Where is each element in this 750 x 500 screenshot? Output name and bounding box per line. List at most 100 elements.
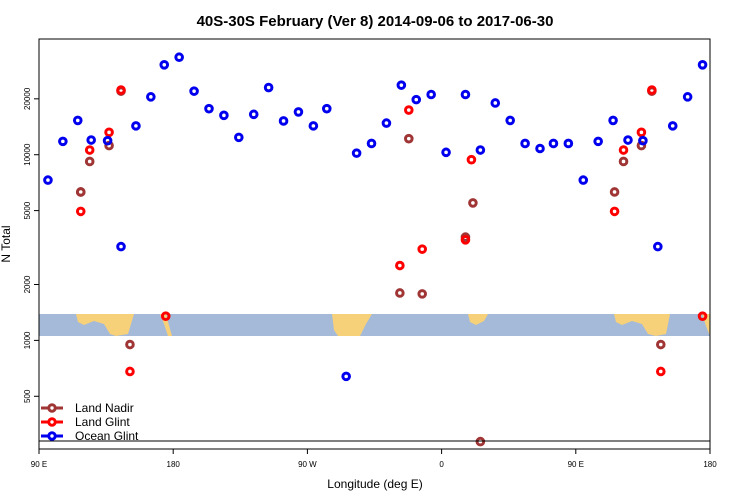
ocean_glint-point-5 [116, 241, 126, 252]
ocean_glint-point-37 [593, 136, 603, 147]
ocean_glint-point-15 [263, 82, 274, 93]
land_glint-point-14 [647, 85, 657, 95]
land_glint-point-10 [466, 154, 477, 165]
ocean-band [39, 314, 710, 336]
land_nadir-point-8 [417, 289, 428, 299]
ocean_glint-point-26 [426, 89, 436, 100]
ocean_glint-point-25 [411, 94, 422, 105]
y-tick-label-500: 500 [23, 389, 32, 403]
x-tick-label-1: 180 [167, 460, 181, 469]
y-axis: 500 1000 2000 5000 10000 20000 [23, 87, 39, 403]
ocean_glint-point-27 [441, 147, 451, 158]
chart-title: 40S-30S February (Ver 8) 2014-09-06 to 2… [197, 13, 554, 30]
land_glint-point-1 [84, 145, 95, 155]
land-shape-australia-south-1 [76, 314, 134, 336]
ocean_glint-point-4 [102, 135, 113, 146]
series-land_glint [75, 85, 708, 377]
legend-marker-land-glint [47, 417, 57, 427]
y-tick-label-10000: 10000 [23, 143, 32, 166]
y-tick-label-20000: 20000 [23, 87, 32, 110]
ocean_glint-point-8 [159, 59, 170, 70]
ocean_glint-point-11 [204, 103, 214, 114]
ocean_glint-point-44 [697, 59, 708, 70]
ocean_glint-point-28 [460, 89, 471, 100]
land_glint-point-8 [417, 244, 428, 254]
land_glint-point-15 [655, 366, 666, 377]
land_nadir-point-1 [75, 187, 86, 197]
ocean_glint-point-6 [131, 121, 141, 131]
land_glint-point-0 [75, 206, 86, 217]
land_glint-point-16 [697, 311, 708, 321]
ocean_glint-point-43 [682, 92, 693, 102]
data-points [43, 52, 708, 447]
ocean_glint-point-18 [308, 121, 319, 131]
ocean_glint-point-29 [475, 145, 486, 155]
legend-entry-ocean-glint: Ocean Glint [41, 429, 139, 443]
land_nadir-point-10 [468, 198, 478, 208]
ocean_glint-point-32 [520, 138, 530, 149]
land_nadir-point-5 [125, 339, 135, 350]
land_nadir-point-11 [475, 436, 486, 447]
legend: Land Nadir Land Glint Ocean Glint [39, 401, 710, 443]
ocean_glint-point-23 [381, 118, 392, 128]
ocean_glint-point-19 [321, 103, 332, 114]
land_glint-point-2 [104, 127, 114, 138]
ocean_glint-point-12 [219, 110, 229, 121]
x-tick-label-5: 180 [703, 460, 717, 469]
ocean_glint-point-17 [293, 107, 304, 117]
land_nadir-point-16 [655, 339, 666, 350]
land_nadir-point-7 [403, 133, 414, 144]
ocean_glint-point-40 [638, 135, 648, 146]
land_nadir-point-13 [618, 156, 629, 167]
ocean_glint-point-21 [351, 148, 362, 158]
legend-marker-ocean-glint [47, 431, 57, 441]
x-axis: 90 E 180 90 W 0 90 E 180 [31, 449, 717, 469]
land_nadir-point-2 [84, 156, 95, 167]
land_glint-point-5 [160, 311, 171, 321]
y-axis-label: N Total [0, 225, 13, 262]
ocean_glint-point-10 [189, 86, 199, 96]
ocean_glint-point-16 [278, 116, 289, 126]
land_glint-point-7 [403, 105, 414, 115]
ocean_glint-point-7 [146, 92, 156, 102]
ocean_glint-point-34 [548, 138, 559, 149]
ocean_glint-point-38 [608, 115, 618, 126]
land_glint-point-11 [609, 206, 620, 217]
legend-label-land-glint: Land Glint [75, 415, 130, 429]
x-tick-label-4: 90 E [568, 460, 584, 469]
x-tick-label-3: 0 [439, 460, 444, 469]
y-tick-label-1000: 1000 [23, 331, 32, 349]
ocean_glint-point-14 [248, 109, 259, 120]
x-axis-label: Longitude (deg E) [327, 477, 422, 491]
legend-marker-land-nadir [47, 403, 57, 413]
y-tick-label-5000: 5000 [23, 201, 32, 219]
ocean_glint-point-22 [366, 138, 377, 149]
ocean_glint-point-20 [341, 371, 351, 382]
ocean_glint-point-3 [86, 135, 96, 145]
plot-frame [38, 38, 711, 450]
ocean_glint-point-30 [490, 98, 501, 108]
ocean_glint-point-39 [623, 135, 633, 145]
legend-label-land-nadir: Land Nadir [75, 401, 134, 415]
legend-entry-land-glint: Land Glint [41, 415, 130, 429]
ocean_glint-point-35 [563, 138, 574, 149]
map-band [39, 314, 710, 336]
ocean_glint-point-24 [396, 80, 407, 90]
land-shape-australia-south-2 [468, 314, 488, 325]
legend-entry-land-nadir: Land Nadir [41, 401, 134, 415]
ocean_glint-point-2 [72, 115, 83, 126]
ocean_glint-point-42 [667, 121, 678, 131]
legend-label-ocean-glint: Ocean Glint [75, 429, 139, 443]
land-shape-australia-south-3 [614, 314, 670, 336]
ocean_glint-point-13 [234, 132, 244, 143]
ocean_glint-point-36 [578, 175, 589, 185]
land_glint-point-3 [116, 85, 126, 95]
x-tick-label-0: 90 E [31, 460, 47, 469]
land_nadir-point-6 [395, 288, 405, 298]
land-shape-south-america [332, 314, 372, 336]
land_glint-point-4 [125, 366, 135, 377]
ocean_glint-point-33 [535, 143, 545, 154]
y-tick-label-2000: 2000 [23, 275, 32, 293]
x-tick-label-2: 90 W [298, 460, 317, 469]
